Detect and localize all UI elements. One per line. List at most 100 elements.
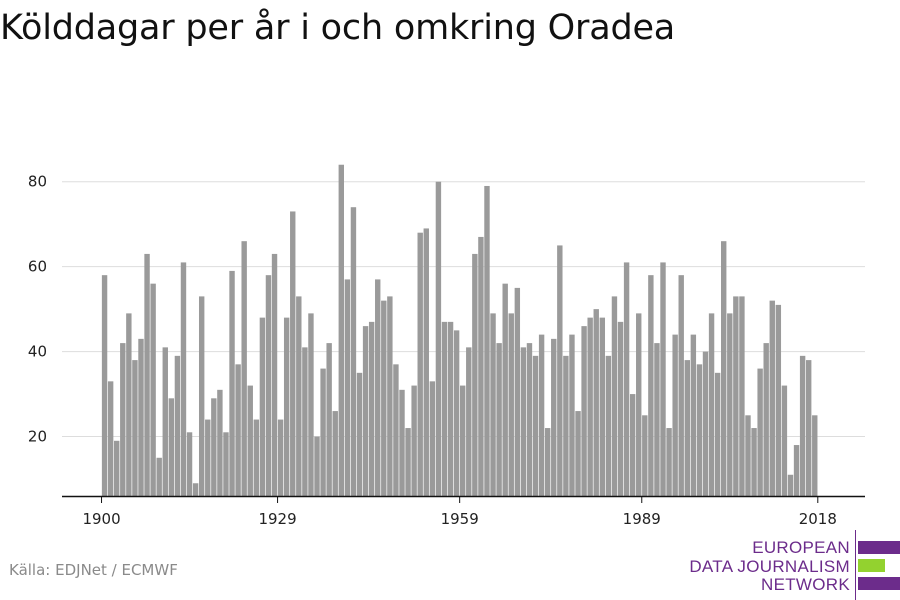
bar [690,334,697,496]
bar [781,385,788,496]
bars [101,164,818,497]
logo-bar-bottom [858,577,900,590]
bar [617,321,624,496]
bar [192,483,199,496]
bar [575,411,581,496]
bar [769,300,775,496]
bar [156,457,162,496]
bar [508,313,514,496]
bar [338,164,344,497]
bar [636,313,642,496]
bar [727,313,733,496]
bar [757,368,763,496]
bar [805,360,812,496]
bar [101,275,108,496]
bar [739,296,745,496]
bar [514,287,521,496]
bar [423,228,429,496]
bar [623,262,630,496]
bar [217,389,223,496]
y-tick-label: 80 [28,173,47,191]
bar [526,343,533,496]
bar [460,385,466,496]
edjnet-logo[interactable]: EUROPEAN DATA JOURNALISM NETWORK [689,530,900,600]
bar [259,317,266,496]
bar [563,355,569,496]
bar [138,338,144,496]
bar [496,343,502,496]
bar [211,398,217,496]
bar [544,428,551,496]
bar [132,360,138,496]
x-tick-label: 1989 [623,510,661,528]
bar [368,321,375,496]
bar [696,364,703,496]
bar [490,313,496,496]
bar [447,321,454,496]
bar [247,385,253,496]
bar [520,347,527,496]
bar [308,313,314,496]
bar [393,364,399,496]
bar [223,432,229,496]
bar [702,351,709,496]
bar [751,428,757,496]
bar [466,347,472,496]
bar [435,181,442,496]
bar [787,474,794,496]
bar [775,304,782,496]
bar [344,279,351,496]
bar [721,241,727,496]
x-tick-label: 1900 [82,510,120,528]
bar [678,275,684,496]
bar [429,381,436,496]
bar [812,415,818,496]
bar [569,334,575,496]
bar [229,270,235,496]
logo-line-1: EUROPEAN [752,538,850,557]
bar [714,372,721,496]
bar [362,326,369,496]
logo-line-2: DATA JOURNALISM [689,557,850,576]
bar [733,296,739,496]
bar [793,445,800,496]
x-tick-label: 1959 [441,510,479,528]
bar [484,185,490,496]
bar [277,419,284,496]
bar [405,428,411,496]
bar [708,313,715,496]
bar [332,411,338,496]
bar [605,355,612,496]
bar [654,343,660,496]
bar [326,343,332,496]
bar [253,419,260,496]
bar [557,245,563,496]
bar [478,236,484,497]
bar [411,385,417,496]
logo-bar-top [858,541,900,554]
bar [150,283,156,496]
bar [581,326,587,496]
y-tick-label: 60 [28,258,47,276]
bar [441,321,448,496]
logo-line-3: NETWORK [761,575,850,594]
bar [672,334,678,496]
logo-bar-middle [858,559,885,572]
bar [502,283,508,496]
bar [587,317,593,496]
bar [660,262,666,496]
bar [799,355,806,496]
x-tick-label: 1929 [258,510,296,528]
source-note: Källa: EDJNet / ECMWF [9,561,178,579]
bar [381,300,387,496]
bar [387,296,393,496]
bar [350,207,357,496]
bar [599,317,606,496]
bar [241,241,247,496]
bar [472,253,478,496]
bar [417,232,423,496]
bar [186,432,193,496]
y-tick-label: 40 [28,343,47,361]
bar [375,279,381,496]
bar [235,364,241,496]
